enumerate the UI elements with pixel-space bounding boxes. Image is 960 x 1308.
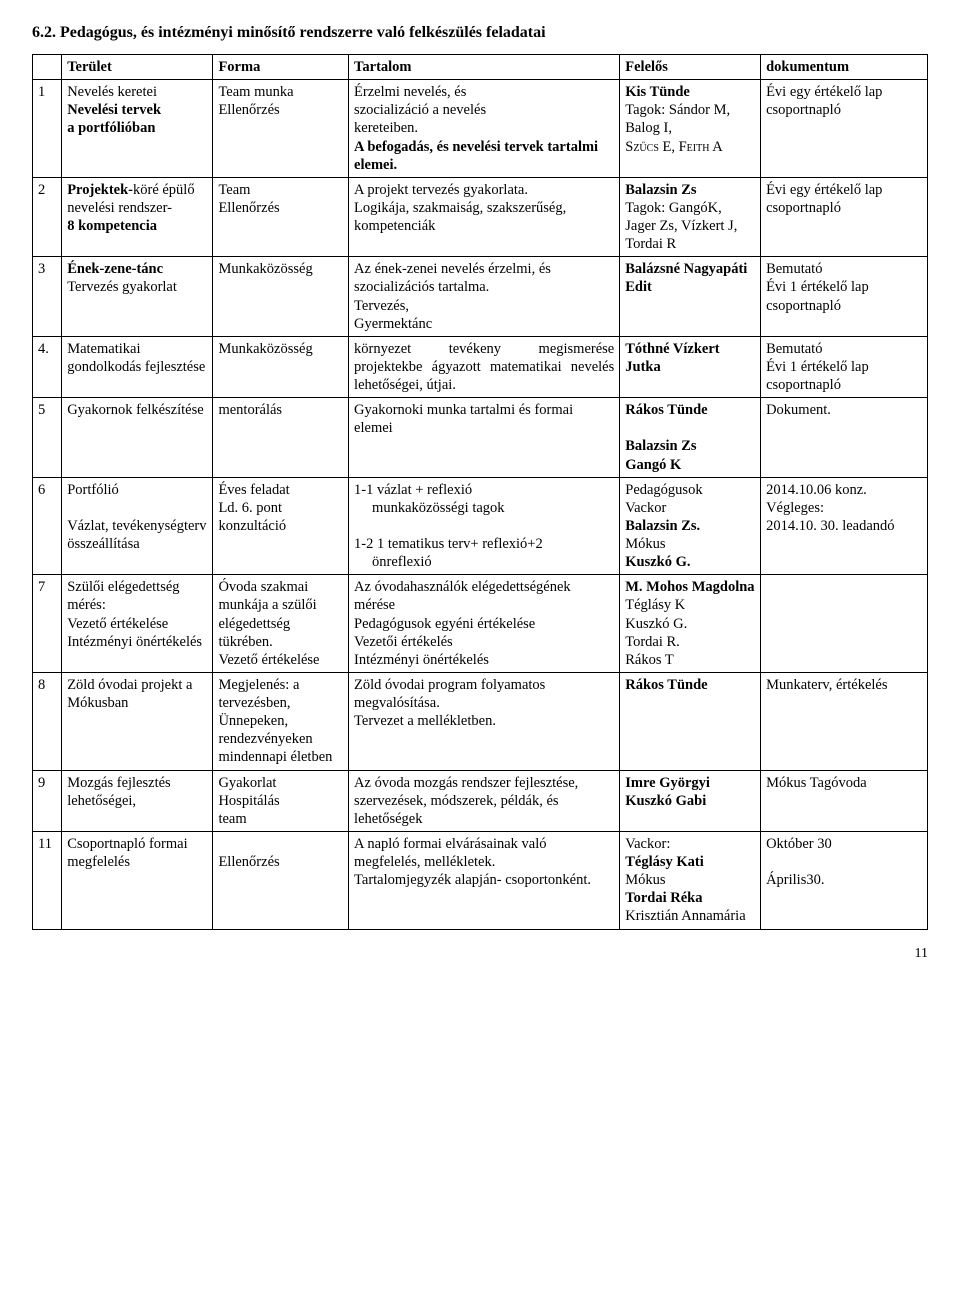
table-row: 1Nevelés kereteiNevelési terveka portfól… xyxy=(33,80,928,178)
table-row: 9Mozgás fejlesztés lehetőségei,Gyakorlat… xyxy=(33,770,928,831)
cell-dok: Munkaterv, értékelés xyxy=(761,672,928,770)
col-blank xyxy=(33,55,62,80)
cell-forma: GyakorlatHospitálásteam xyxy=(213,770,349,831)
cell-terulet: Csoportnapló formai megfelelés xyxy=(62,831,213,929)
col-forma: Forma xyxy=(213,55,349,80)
cell-tartalom: Érzelmi nevelés, ésszocializáció a nevel… xyxy=(349,80,620,178)
cell-terulet: Mozgás fejlesztés lehetőségei, xyxy=(62,770,213,831)
cell-dok: Évi egy értékelő lapcsoportnapló xyxy=(761,177,928,257)
col-dokumentum: dokumentum xyxy=(761,55,928,80)
row-number: 2 xyxy=(33,177,62,257)
table-row: 3Ének-zene-táncTervezés gyakorlatMunkakö… xyxy=(33,257,928,337)
row-number: 9 xyxy=(33,770,62,831)
cell-dok: 2014.10.06 konz.Végleges:2014.10. 30. le… xyxy=(761,477,928,575)
cell-dok xyxy=(761,575,928,673)
col-felelos: Felelős xyxy=(620,55,761,80)
cell-felelos: Balazsin ZsTagok: GangóK, Jager Zs, Vízk… xyxy=(620,177,761,257)
cell-terulet: Nevelés kereteiNevelési terveka portfóli… xyxy=(62,80,213,178)
cell-felelos: M. Mohos MagdolnaTéglásy KKuszkó G.Torda… xyxy=(620,575,761,673)
cell-felelos: Rákos Tünde xyxy=(620,672,761,770)
row-number: 6 xyxy=(33,477,62,575)
cell-forma: Óvoda szakmai munkája a szülői elégedett… xyxy=(213,575,349,673)
row-number: 4. xyxy=(33,336,62,397)
cell-terulet: Gyakornok felkészítése xyxy=(62,398,213,478)
cell-tartalom: Zöld óvodai program folyamatos megvalósí… xyxy=(349,672,620,770)
row-number: 1 xyxy=(33,80,62,178)
cell-dok: Dokument. xyxy=(761,398,928,478)
cell-tartalom: Az óvoda mozgás rendszer fejlesztése, sz… xyxy=(349,770,620,831)
page-number: 11 xyxy=(32,946,928,962)
cell-forma: Munkaközösség xyxy=(213,257,349,337)
cell-dok: BemutatóÉvi 1 értékelő lapcsoportnapló xyxy=(761,336,928,397)
table-row: 5Gyakornok felkészítésementorálásGyakorn… xyxy=(33,398,928,478)
cell-forma: Ellenőrzés xyxy=(213,831,349,929)
table-row: 4.Matematikai gondolkodás fejlesztéseMun… xyxy=(33,336,928,397)
cell-forma: Megjelenés: a tervezésben, Ünnepeken, re… xyxy=(213,672,349,770)
table-row: 7Szülői elégedettség mérés:Vezető értéke… xyxy=(33,575,928,673)
cell-forma: Éves feladatLd. 6. pontkonzultáció xyxy=(213,477,349,575)
col-tartalom: Tartalom xyxy=(349,55,620,80)
cell-tartalom: Gyakornoki munka tartalmi és formai elem… xyxy=(349,398,620,478)
table-row: 2Projektek-köré épülő nevelési rendszer-… xyxy=(33,177,928,257)
table-row: 8Zöld óvodai projekt a MókusbanMegjelené… xyxy=(33,672,928,770)
row-number: 5 xyxy=(33,398,62,478)
table-header-row: Terület Forma Tartalom Felelős dokumentu… xyxy=(33,55,928,80)
section-heading: 6.2. Pedagógus, és intézményi minősítő r… xyxy=(32,24,928,42)
cell-felelos: Rákos Tünde Balazsin ZsGangó K xyxy=(620,398,761,478)
cell-tartalom: környezet tevékeny megismerése projektek… xyxy=(349,336,620,397)
cell-dok: BemutatóÉvi 1 értékelő lapcsoportnapló xyxy=(761,257,928,337)
row-number: 7 xyxy=(33,575,62,673)
cell-felelos: PedagógusokVackorBalazsin Zs.MókusKuszkó… xyxy=(620,477,761,575)
cell-terulet: Zöld óvodai projekt a Mókusban xyxy=(62,672,213,770)
tasks-table: Terület Forma Tartalom Felelős dokumentu… xyxy=(32,54,928,930)
cell-forma: TeamEllenőrzés xyxy=(213,177,349,257)
row-number: 3 xyxy=(33,257,62,337)
cell-felelos: Tóthné Vízkert Jutka xyxy=(620,336,761,397)
table-row: 11Csoportnapló formai megfelelés Ellenőr… xyxy=(33,831,928,929)
cell-forma: Team munkaEllenőrzés xyxy=(213,80,349,178)
cell-terulet: Projektek-köré épülő nevelési rendszer-8… xyxy=(62,177,213,257)
cell-dok: Évi egy értékelő lapcsoportnapló xyxy=(761,80,928,178)
row-number: 11 xyxy=(33,831,62,929)
row-number: 8 xyxy=(33,672,62,770)
cell-forma: mentorálás xyxy=(213,398,349,478)
cell-felelos: Balázsné Nagyapáti Edit xyxy=(620,257,761,337)
cell-tartalom: Az ének-zenei nevelés érzelmi, és szocia… xyxy=(349,257,620,337)
cell-terulet: Portfólió Vázlat, tevékenységterv összeá… xyxy=(62,477,213,575)
table-row: 6Portfólió Vázlat, tevékenységterv össze… xyxy=(33,477,928,575)
cell-felelos: Vackor:Téglásy KatiMókusTordai RékaKrisz… xyxy=(620,831,761,929)
cell-tartalom: Az óvodahasználók elégedettségének mérés… xyxy=(349,575,620,673)
cell-terulet: Szülői elégedettség mérés:Vezető értékel… xyxy=(62,575,213,673)
col-terulet: Terület xyxy=(62,55,213,80)
cell-terulet: Matematikai gondolkodás fejlesztése xyxy=(62,336,213,397)
cell-felelos: Imre GyörgyiKuszkó Gabi xyxy=(620,770,761,831)
cell-felelos: Kis TündeTagok: Sándor M, Balog I,Szűcs … xyxy=(620,80,761,178)
cell-tartalom: 1-1 vázlat + reflexiómunkaközösségi tago… xyxy=(349,477,620,575)
cell-tartalom: A projekt tervezés gyakorlata.Logikája, … xyxy=(349,177,620,257)
cell-dok: Október 30 Április30. xyxy=(761,831,928,929)
cell-tartalom: A napló formai elvárásainak való megfele… xyxy=(349,831,620,929)
cell-dok: Mókus Tagóvoda xyxy=(761,770,928,831)
cell-forma: Munkaközösség xyxy=(213,336,349,397)
cell-terulet: Ének-zene-táncTervezés gyakorlat xyxy=(62,257,213,337)
